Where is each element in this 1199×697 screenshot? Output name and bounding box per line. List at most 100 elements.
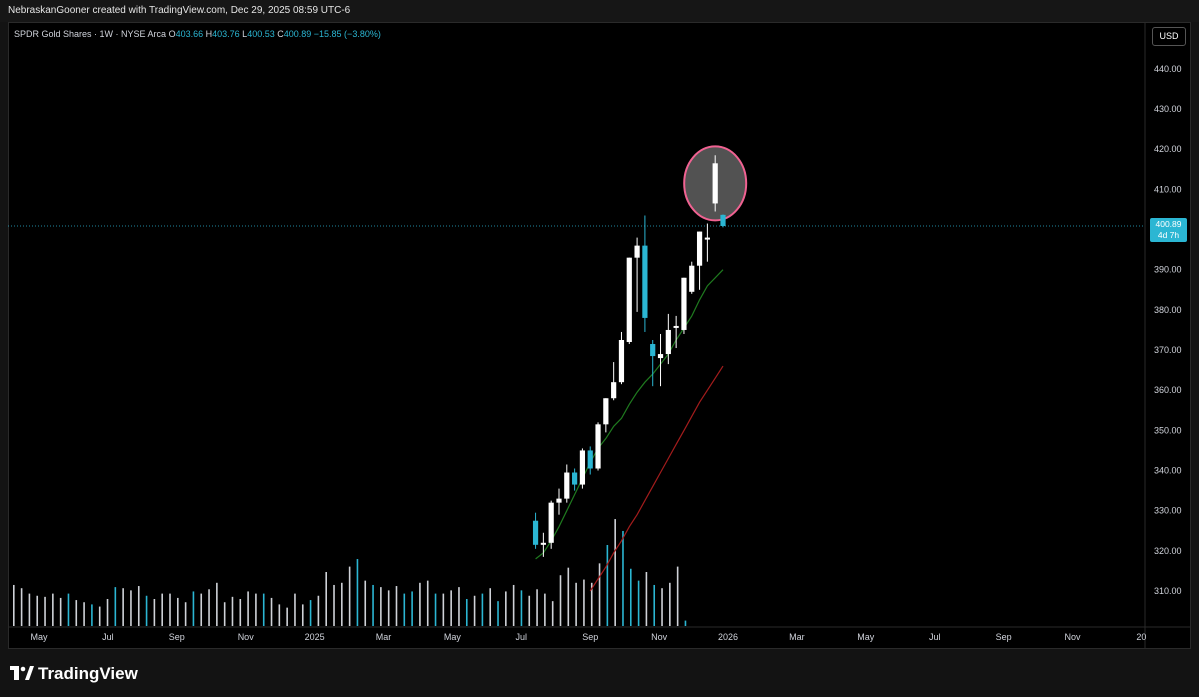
volume-bar (653, 584, 656, 626)
x-tick-label: Mar (376, 632, 392, 642)
volume-bar (489, 588, 492, 626)
volume-bar (450, 590, 452, 626)
y-tick-label: 330.00 (1154, 506, 1182, 516)
candle-body (611, 382, 617, 399)
legend-c-label: C (277, 29, 284, 39)
volume-bar (395, 586, 398, 626)
candle-body (556, 498, 562, 503)
y-tick-label: 360.00 (1154, 385, 1182, 395)
volume-bar (177, 597, 179, 626)
volume-bar (286, 607, 288, 626)
moving-average-slow-line (589, 365, 724, 592)
legend-close: 400.89 (283, 29, 312, 39)
candle-body (572, 472, 578, 485)
x-tick-label: May (30, 632, 48, 642)
volume-bar (223, 602, 226, 626)
currency-button[interactable]: USD (1152, 27, 1186, 46)
volume-bar (559, 575, 562, 626)
volume-bar (83, 602, 85, 626)
volume-bar (301, 604, 304, 626)
candle-body (657, 354, 664, 359)
tradingview-logo-icon (10, 666, 34, 680)
legend-open: 403.66 (175, 29, 204, 39)
candle-body (704, 237, 710, 240)
volume-bar (481, 593, 484, 626)
volume-bar (528, 595, 531, 626)
tradingview-logo[interactable]: TradingView (10, 664, 138, 684)
candle-body (618, 340, 625, 383)
price-chart[interactable]: 310.00 320.00 330.00 340.00 350.00 360.00 370.… (8, 22, 1191, 649)
volume-bar (192, 591, 195, 626)
candle-body (642, 245, 648, 318)
candle-body (650, 344, 656, 357)
volume-bar (426, 580, 429, 626)
volume-bar (13, 584, 15, 626)
volume-bar (52, 593, 54, 626)
x-tick-label: May (444, 632, 462, 642)
footer (0, 650, 1199, 697)
x-tick-label: Nov (651, 632, 668, 642)
volume-bar (629, 568, 632, 626)
y-tick-label: 370.00 (1154, 345, 1182, 355)
volume-bar (606, 545, 609, 626)
x-tick-label: Nov (1064, 632, 1081, 642)
candle-body (587, 450, 593, 469)
candle-body (665, 329, 671, 355)
candle-body (564, 472, 570, 499)
y-tick-label: 420.00 (1154, 144, 1182, 154)
x-tick-label: 2025 (305, 632, 325, 642)
volume-bar (567, 567, 570, 626)
volume-bar (622, 530, 624, 626)
volume-bar (294, 593, 296, 626)
volume-bar (262, 593, 265, 626)
volume-bar (676, 566, 679, 626)
volume-bar (583, 579, 585, 626)
candle-body (689, 265, 695, 292)
volume-bar (153, 599, 156, 626)
volume-bar (411, 591, 413, 626)
volume-bar (575, 582, 577, 626)
volume-bar (505, 591, 507, 626)
candle-body (673, 325, 679, 328)
volume-bar (520, 590, 523, 626)
chart-credit: NebraskanGooner created with TradingView… (8, 5, 351, 16)
volume-bar (98, 606, 101, 626)
volume-bar (75, 600, 78, 626)
volume-bar (497, 601, 499, 626)
volume-bar (255, 593, 257, 626)
volume-bar (137, 586, 140, 626)
top-bar: NebraskanGooner created with TradingView… (0, 0, 1199, 22)
bar-countdown: 4d 7h (1157, 230, 1180, 240)
candle-body (532, 520, 539, 545)
volume-bar (380, 587, 382, 626)
volume-bar (247, 591, 249, 626)
volume-bar (200, 593, 203, 626)
volume-bar (341, 582, 343, 626)
y-tick-label: 310.00 (1154, 586, 1182, 596)
y-tick-label: 430.00 (1154, 104, 1182, 114)
x-tick-label: Jul (102, 632, 114, 642)
candle-body (603, 398, 609, 425)
volume-bar (270, 597, 273, 626)
x-tick-label: Jul (516, 632, 528, 642)
volume-bar (637, 580, 640, 626)
volume-bar (590, 582, 593, 626)
volume-bar (325, 572, 327, 626)
volume-bar (465, 599, 468, 626)
volume-bar (356, 559, 359, 626)
candle-body (540, 542, 546, 545)
y-tick-label: 380.00 (1154, 305, 1182, 315)
y-tick-label: 410.00 (1154, 184, 1182, 194)
y-tick-label: 440.00 (1154, 64, 1182, 74)
volume-bar (67, 593, 70, 626)
volume-bar (91, 604, 93, 626)
last-price: 400.89 (1155, 219, 1182, 229)
chart-area[interactable] (8, 22, 1191, 649)
x-tick-label: Sep (169, 632, 185, 642)
y-tick-label: 350.00 (1154, 425, 1182, 435)
volume-bar (473, 595, 476, 626)
volume-bar (387, 590, 390, 626)
volume-bar (661, 588, 663, 626)
volume-bar (512, 584, 515, 626)
candle-body (696, 231, 703, 266)
